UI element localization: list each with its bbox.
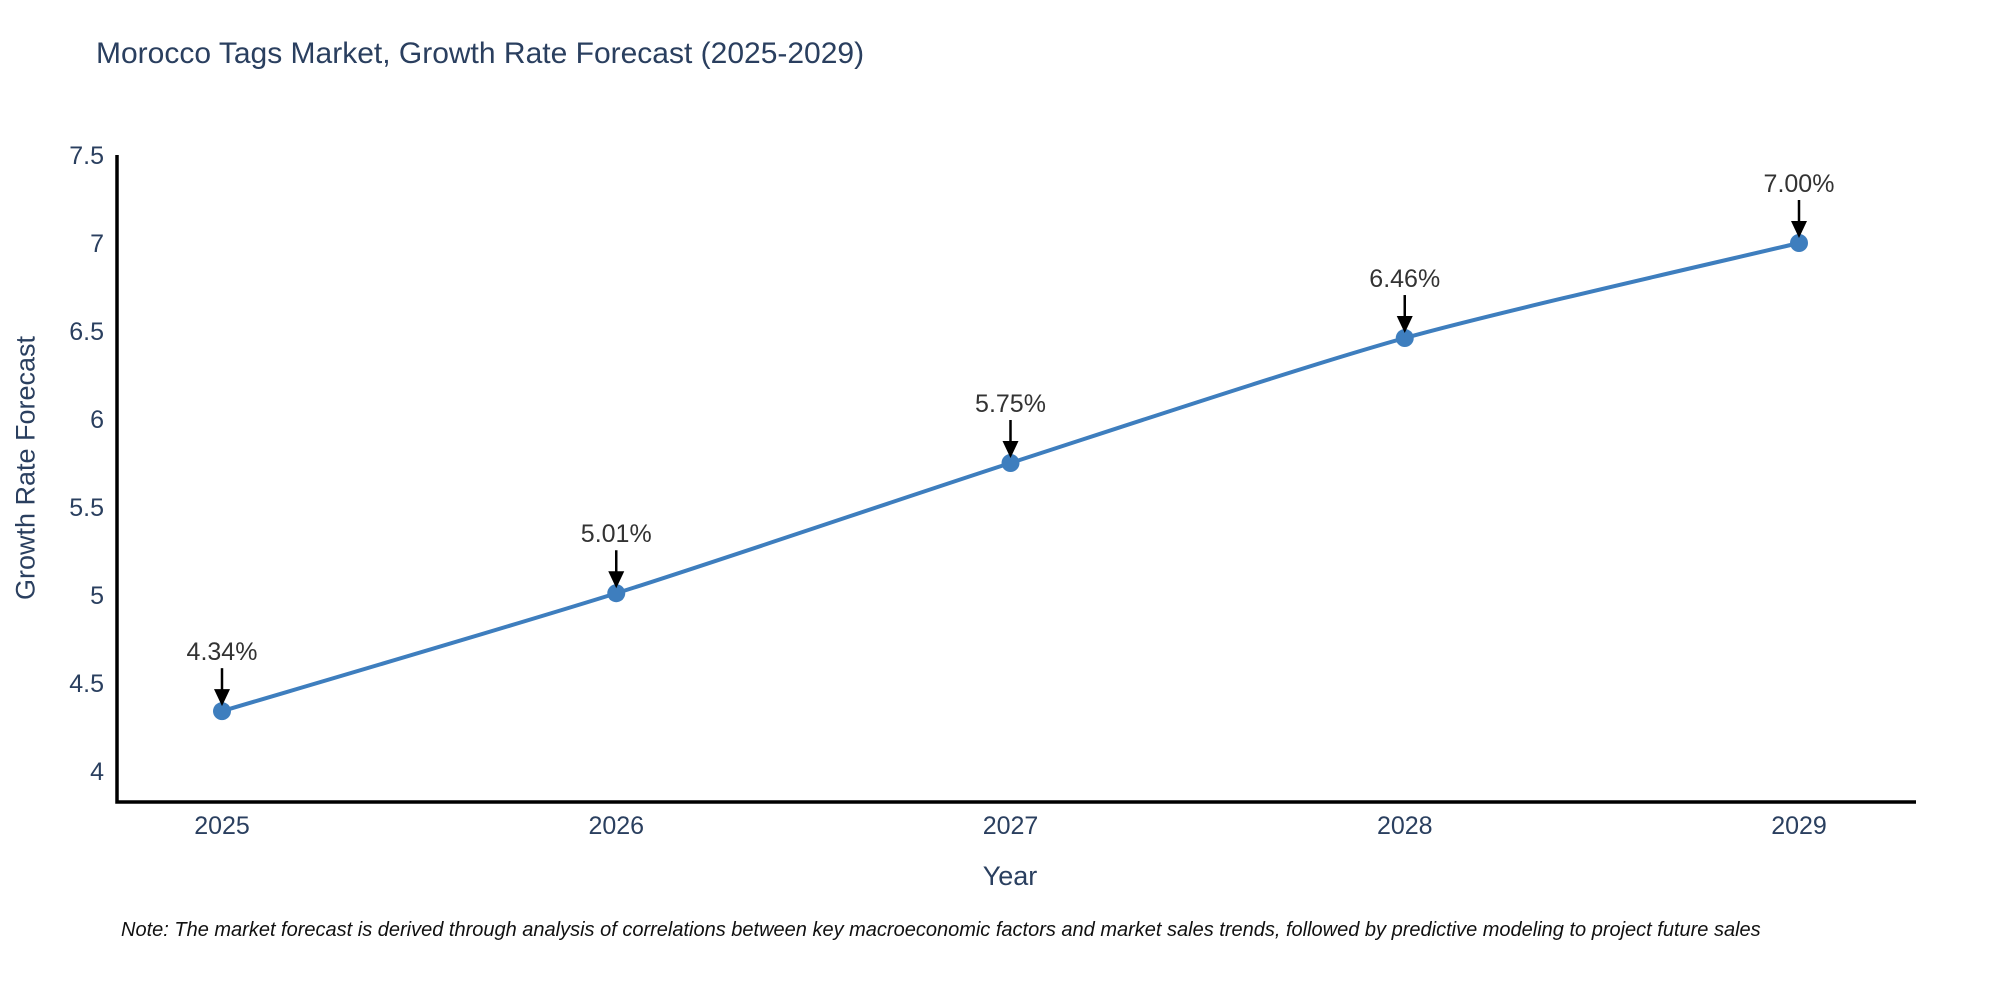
y-tick-label: 5.5	[69, 494, 104, 522]
y-tick-label: 7.5	[69, 142, 104, 170]
point-value-label: 5.75%	[975, 390, 1046, 418]
data-point-2029	[1790, 234, 1808, 252]
x-tick-label: 2028	[1377, 812, 1433, 840]
y-tick-label: 5	[90, 582, 104, 610]
data-point-2028	[1395, 329, 1414, 348]
footnote: Note: The market forecast is derived thr…	[121, 919, 1761, 941]
y-tick-label: 6.5	[69, 318, 104, 346]
point-value-label: 6.46%	[1369, 265, 1440, 293]
point-value-label: 7.00%	[1764, 170, 1835, 198]
point-value-label: 5.01%	[581, 520, 652, 548]
trend-line	[220, 241, 1801, 714]
annotation-arrow-head	[1002, 441, 1019, 458]
x-tick-label: 2027	[983, 812, 1039, 840]
y-tick-label: 4	[90, 758, 104, 786]
chart-title: Morocco Tags Market, Growth Rate Forecas…	[96, 37, 865, 70]
point-value-label: 4.34%	[187, 638, 258, 666]
x-tick-label: 2029	[1771, 812, 1827, 840]
x-tick-label: 2026	[588, 812, 644, 840]
y-tick-label: 4.5	[69, 670, 104, 698]
x-tick-label: 2025	[194, 812, 250, 840]
y-axis-title: Growth Rate Forecast	[10, 335, 41, 601]
data-point-2026	[607, 584, 626, 603]
data-point-2025	[213, 702, 231, 721]
y-tick-label: 6	[90, 406, 104, 434]
annotation-arrow-head	[608, 571, 625, 589]
annotation-arrow-head	[1791, 221, 1807, 238]
x-axis-title: Year	[982, 861, 1038, 891]
annotation-arrow-head	[1396, 316, 1413, 334]
data-point-2027	[1001, 454, 1020, 472]
axis-spines	[115, 155, 1916, 804]
annotation-arrow-head	[214, 689, 230, 707]
y-tick-label: 7	[90, 230, 104, 258]
